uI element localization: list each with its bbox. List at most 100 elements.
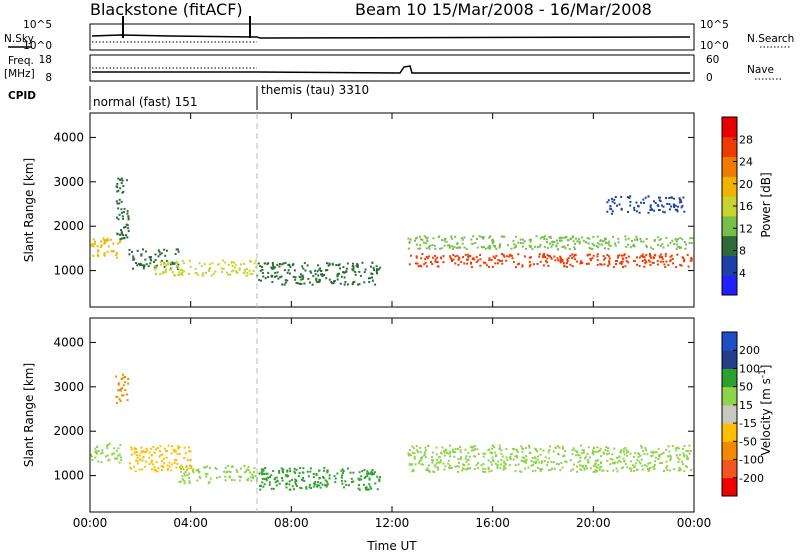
velocity-echo-cell <box>636 468 639 471</box>
power-echo-cell <box>126 212 129 215</box>
power-echo-cell <box>167 263 170 266</box>
velocity-echo-cell <box>261 481 264 484</box>
velocity-echo-cell <box>622 450 625 453</box>
power-echo-cell <box>488 257 491 260</box>
power-echo-cell <box>560 236 563 239</box>
velocity-echo-cell <box>553 461 556 464</box>
velocity-echo-cell <box>512 458 515 461</box>
power-echo-cell <box>410 254 412 257</box>
power-echo-cell <box>119 239 122 242</box>
power-echo-cell <box>297 282 300 285</box>
velocity-echo-cell <box>118 461 121 464</box>
power-echo-cell <box>159 261 162 264</box>
power-echo-cell <box>431 263 434 266</box>
velocity-echo-cell <box>122 376 125 379</box>
velocity-echo-cell <box>655 451 658 454</box>
power-echo-cell <box>139 264 142 266</box>
velocity-echo-cell <box>477 453 480 455</box>
velocity-echo-cell <box>345 484 348 486</box>
velocity-echo-cell <box>640 458 643 461</box>
velocity-echo-cell <box>295 468 298 471</box>
velocity-echo-cell <box>650 451 653 454</box>
velocity-echo-cell <box>611 462 614 465</box>
velocity-echo-cell <box>363 477 366 479</box>
velocity-echo-cell <box>657 447 660 450</box>
power-echo-cell <box>482 261 485 264</box>
power-echo-cell <box>559 255 562 258</box>
power-echo-cell <box>183 270 186 273</box>
power-echo-cell <box>642 202 645 204</box>
velocity-echo-cell <box>309 470 312 473</box>
velocity-echo-cell <box>342 470 345 473</box>
velocity-echo-cell <box>412 469 415 472</box>
velocity-echo-cell <box>591 452 594 455</box>
power-echo-cell <box>103 254 106 257</box>
power-echo-cell <box>351 282 354 285</box>
velocity-echo-cell <box>273 478 276 481</box>
power-echo-cell <box>493 257 496 259</box>
power-echo-cell <box>573 246 576 249</box>
velocity-echo-cell <box>183 480 186 482</box>
velocity-echo-cell <box>582 464 585 467</box>
power-echo-cell <box>608 260 610 263</box>
velocity-echo-cell <box>562 447 564 450</box>
power-echo-cell <box>543 235 546 238</box>
velocity-echo-cell <box>459 448 462 451</box>
power-echo-cell <box>428 246 431 248</box>
power-echo-cell <box>245 274 248 277</box>
power-echo-cell <box>232 269 235 272</box>
power-echo-cell <box>154 264 157 267</box>
power-echo-cell <box>569 254 572 257</box>
power-echo-cell <box>608 240 611 243</box>
velocity-echo-cell <box>583 457 586 460</box>
power-colorbar-swatch <box>722 255 737 276</box>
velocity-echo-cell <box>619 451 622 453</box>
power-echo-cell <box>331 282 334 285</box>
power-echo-cell <box>684 247 687 250</box>
velocity-echo-cell <box>508 463 511 466</box>
power-echo-cell <box>371 279 374 282</box>
power-echo-cell <box>589 253 591 256</box>
power-echo-cell <box>617 254 620 257</box>
power-echo-cell <box>169 263 172 266</box>
power-echo-cell <box>662 205 665 208</box>
power-echo-cell <box>355 264 358 267</box>
power-echo-cell <box>603 239 606 242</box>
velocity-echo-cell <box>449 450 452 453</box>
velocity-echo-cell <box>204 466 207 469</box>
velocity-echo-cell <box>589 467 592 470</box>
velocity-echo-cell <box>660 462 663 464</box>
power-echo-cell <box>408 263 411 266</box>
velocity-echo-cell <box>629 460 632 463</box>
velocity-echo-cell <box>638 460 641 463</box>
velocity-echo-cell <box>530 460 533 462</box>
power-echo-cell <box>656 236 659 239</box>
velocity-echo-cell <box>676 446 679 449</box>
velocity-echo-cell <box>272 487 275 490</box>
power-echo-cell <box>140 264 143 266</box>
velocity-echo-cell <box>534 447 537 450</box>
power-ytick-label: 2000 <box>53 219 84 233</box>
power-echo-cell <box>564 247 567 250</box>
power-echo-cell <box>188 272 190 275</box>
power-echo-cell <box>284 261 287 264</box>
velocity-echo-cell <box>449 455 451 458</box>
velocity-echo-cell <box>676 456 679 459</box>
power-echo-cell <box>142 264 145 267</box>
power-echo-cell <box>669 255 672 258</box>
velocity-echo-cell <box>423 451 426 454</box>
power-echo-cell <box>492 255 495 258</box>
power-echo-cell <box>436 261 439 264</box>
velocity-echo-cell <box>432 459 435 462</box>
power-echo-cell <box>316 281 319 284</box>
velocity-echo-cell <box>94 447 97 450</box>
velocity-echo-cell <box>135 459 138 462</box>
power-echo-cell <box>124 226 127 228</box>
velocity-echo-cell <box>651 450 654 453</box>
velocity-echo-cell <box>308 483 311 486</box>
power-echo-cell <box>585 262 588 265</box>
power-echo-cell <box>358 270 361 273</box>
velocity-echo-cell <box>546 464 549 467</box>
power-echo-cell <box>145 263 148 266</box>
velocity-echo-cell <box>685 450 688 452</box>
